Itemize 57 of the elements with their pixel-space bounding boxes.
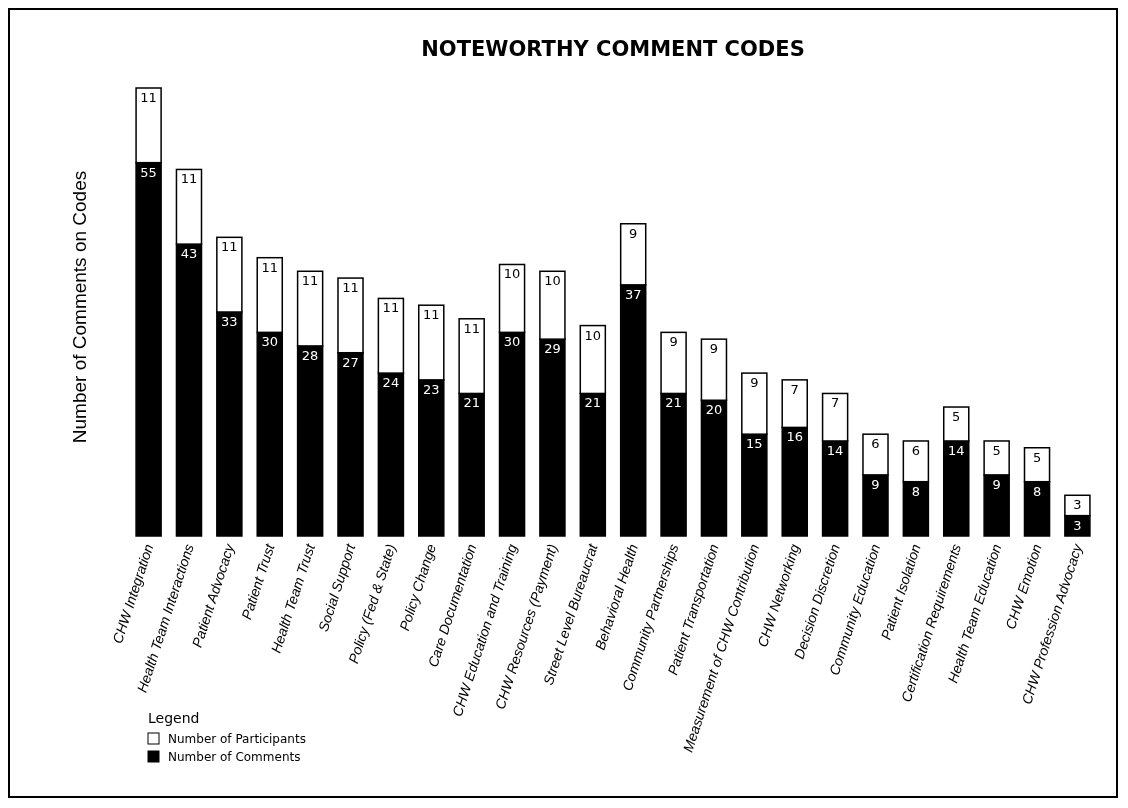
legend-title: Legend [148,710,200,726]
data-label: 14 [826,442,844,458]
data-label: 14 [947,442,965,458]
data-label: 10 [584,327,602,343]
data-label: 10 [503,266,521,282]
data-label: 5 [1032,449,1042,465]
data-label: 33 [221,314,238,329]
data-label: 8 [1032,483,1042,499]
data-label: 11 [180,171,198,187]
data-label: 43 [180,246,198,262]
data-label: 27 [342,354,359,370]
data-label: 3 [1073,497,1082,513]
chart-title: NOTEWORTHY COMMENT CODES [421,37,805,61]
data-label: 55 [140,164,157,180]
legend-label: Number of Comments [168,750,301,764]
data-label: 20 [705,402,723,418]
data-label: 21 [665,395,682,411]
data-label: 9 [709,341,719,357]
y-axis-title: Number of Comments on Codes [69,170,90,444]
legend-label: Number of Participants [168,732,306,746]
data-label: 6 [911,442,921,458]
data-label: 9 [871,476,880,492]
data-label: 8 [911,483,921,499]
data-label: 23 [423,381,440,397]
data-label: 28 [301,347,319,363]
data-label: 9 [992,476,1001,492]
data-label: 9 [750,375,759,391]
data-label: 11 [140,90,157,105]
data-label: 29 [544,341,561,357]
data-label: 15 [746,436,763,452]
data-label: 11 [221,239,238,255]
data-label: 21 [463,395,480,411]
data-label: 11 [423,307,440,323]
data-label: 7 [790,381,799,397]
data-label: 6 [871,436,880,452]
data-label: 16 [786,429,803,445]
data-label: 11 [301,273,319,289]
data-label: 37 [624,286,642,302]
x-tick-label: Policy Change [396,541,440,633]
data-label: 11 [382,300,400,316]
data-label: 11 [463,320,480,336]
data-label: 5 [952,409,961,425]
data-label: 11 [261,259,279,275]
x-tick-label: CHW Emotion [1002,541,1045,632]
data-label: 30 [503,334,521,350]
data-label: 3 [1073,517,1082,533]
data-label: 10 [544,273,561,289]
data-label: 5 [992,442,1001,458]
data-label: 30 [261,334,279,350]
data-label: 9 [669,334,678,350]
data-label: 21 [584,395,602,411]
data-label: 24 [382,375,400,391]
x-tick-label: Social Support [315,540,359,634]
data-label: 11 [342,280,359,296]
data-label: 9 [629,225,638,241]
data-label: 7 [830,395,840,411]
x-tick-label: Patient Trust [238,540,278,622]
